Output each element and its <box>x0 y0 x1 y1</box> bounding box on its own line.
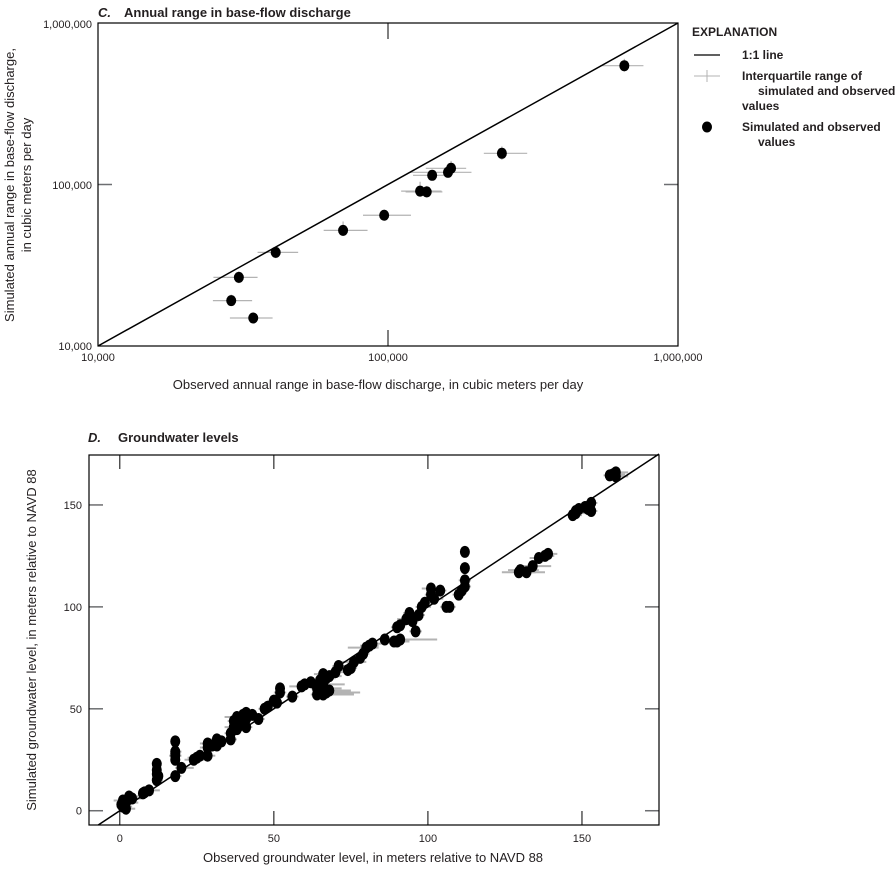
legend-item-label: values <box>758 135 796 149</box>
data-point <box>270 246 281 258</box>
data-point <box>153 770 164 783</box>
chart-d-xtick-label: 100 <box>419 833 437 845</box>
data-point <box>427 169 438 181</box>
chart-c-title: Annual range in base-flow discharge <box>124 5 351 20</box>
data-point <box>170 770 181 783</box>
data-point <box>395 633 406 646</box>
data-point <box>248 312 259 324</box>
chart-c-ytick-label: 10,000 <box>58 341 92 353</box>
chart-d: D. Groundwater levels 0 50 100 150 0 50 100 150… <box>24 430 660 865</box>
data-point <box>496 147 507 159</box>
data-point <box>116 798 127 811</box>
legend-point-swatch <box>702 121 712 133</box>
data-point <box>191 751 202 764</box>
data-point <box>543 547 554 560</box>
data-point <box>527 560 538 573</box>
legend: EXPLANATION 1:1 line Interquartile range… <box>692 25 895 149</box>
chart-c-frame <box>97 22 679 347</box>
data-point <box>287 690 298 703</box>
chart-d-xlabel: Observed groundwater level, in meters re… <box>203 850 543 865</box>
chart-c-ylabel-line2: in cubic meters per day <box>19 117 34 252</box>
data-point <box>435 584 446 597</box>
legend-iqr-swatch <box>694 70 720 82</box>
chart-c-panel-letter: C. <box>98 5 111 20</box>
legend-item-label: 1:1 line <box>742 48 784 62</box>
chart-c-xtick-label: 1,000,000 <box>654 352 703 364</box>
data-point <box>233 271 244 283</box>
data-point <box>419 596 430 609</box>
data-point <box>127 792 138 805</box>
chart-d-frame <box>88 454 660 826</box>
chart-d-ylabel: Simulated groundwater level, in meters r… <box>24 469 39 811</box>
data-point <box>226 295 237 307</box>
chart-c-xtick-label: 10,000 <box>81 352 115 364</box>
chart-c: C. Annual range in base-flow discharge 1… <box>2 5 702 392</box>
chart-c-ytick-label: 100,000 <box>52 180 92 192</box>
chart-c-xlabel: Observed annual range in base-flow disch… <box>173 377 584 392</box>
data-point <box>379 209 390 221</box>
data-point <box>429 592 440 605</box>
chart-d-ytick-label: 0 <box>76 806 82 818</box>
legend-item-label: simulated and observed <box>758 84 895 98</box>
chart-d-xtick-label: 0 <box>117 833 123 845</box>
data-point <box>444 600 455 613</box>
data-point <box>151 757 162 770</box>
data-point <box>379 633 390 646</box>
chart-d-panel-letter: D. <box>88 430 101 445</box>
chart-d-tick-labels: 0 50 100 150 0 50 100 150 <box>64 500 592 845</box>
legend-item-label: values <box>742 99 780 113</box>
data-point <box>459 562 470 575</box>
data-point <box>216 735 227 748</box>
legend-item-label: Interquartile range of <box>742 69 863 83</box>
chart-d-ytick-label: 50 <box>70 704 82 716</box>
data-point <box>421 186 432 198</box>
data-point <box>333 659 344 672</box>
chart-c-ylabel-line1: Simulated annual range in base-flow disc… <box>2 48 17 322</box>
data-point <box>170 749 181 762</box>
data-point <box>410 625 421 638</box>
data-point <box>176 761 187 774</box>
chart-d-ytick-label: 150 <box>64 500 82 512</box>
chart-d-title: Groundwater levels <box>118 430 239 445</box>
data-point <box>170 735 181 748</box>
data-point <box>586 496 597 509</box>
chart-c-ytick-label: 1,000,000 <box>43 19 92 31</box>
data-point <box>619 60 630 72</box>
legend-item-label: Simulated and observed <box>742 120 881 134</box>
data-point <box>324 684 335 697</box>
data-point <box>338 224 349 236</box>
data-point <box>253 712 264 725</box>
data-point <box>459 545 470 558</box>
chart-d-marks <box>89 453 660 826</box>
data-point <box>315 686 326 699</box>
data-point <box>271 696 282 709</box>
data-point <box>442 166 453 178</box>
chart-d-ytick-label: 100 <box>64 602 82 614</box>
data-point <box>367 637 378 650</box>
legend-heading: EXPLANATION <box>692 25 777 39</box>
data-point <box>139 786 150 799</box>
one-to-one-line <box>97 22 679 347</box>
data-point <box>459 574 470 587</box>
chart-c-xtick-label: 100,000 <box>368 352 408 364</box>
data-point <box>610 470 621 483</box>
chart-d-xtick-label: 50 <box>268 833 280 845</box>
chart-c-marks <box>97 22 679 347</box>
data-point <box>275 682 286 695</box>
chart-d-xtick-label: 150 <box>573 833 591 845</box>
